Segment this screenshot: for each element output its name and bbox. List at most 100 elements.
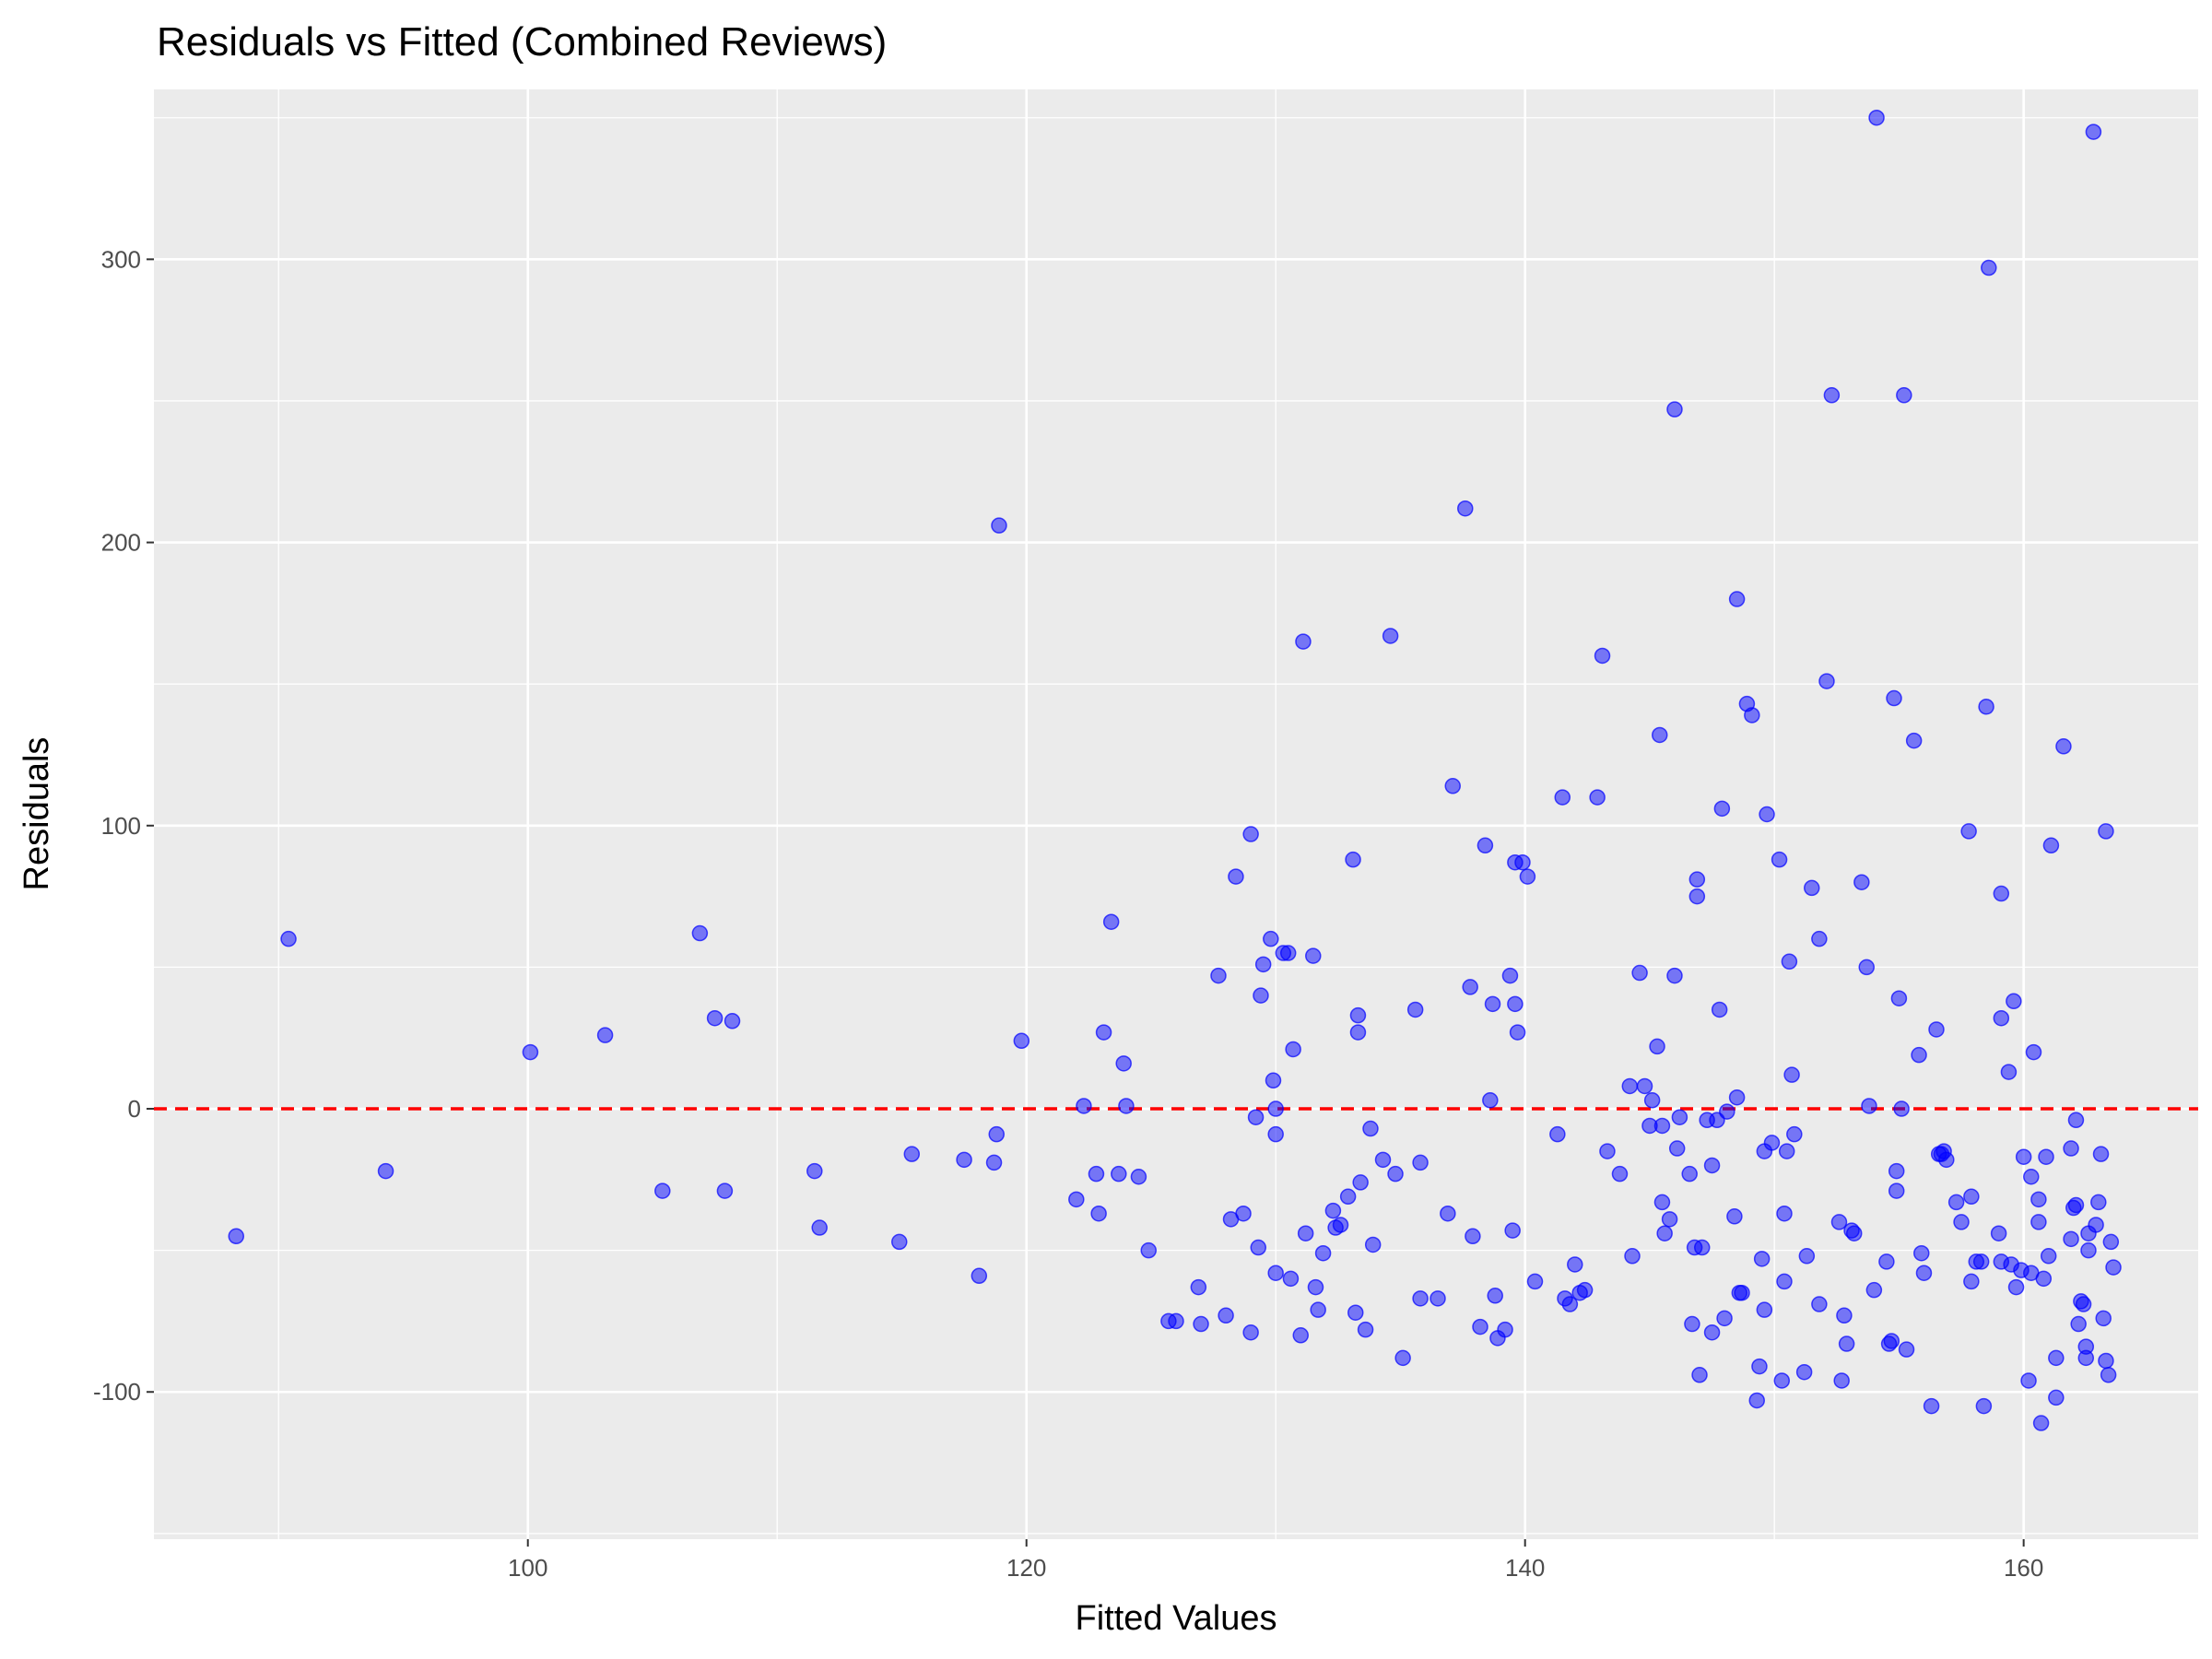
data-point — [724, 1013, 741, 1030]
data-point — [1953, 1214, 1970, 1230]
data-point — [1693, 1239, 1711, 1256]
data-point — [596, 1027, 614, 1043]
data-point — [1990, 1225, 2007, 1241]
data-point — [1561, 1296, 1579, 1312]
y-axis-ticks: -100 0 100 200 300 — [93, 245, 154, 1406]
data-point — [1865, 1281, 1883, 1299]
data-point — [1898, 1341, 1915, 1358]
data-point — [1514, 853, 1531, 871]
data-point — [1430, 1290, 1446, 1307]
data-point — [1374, 1151, 1392, 1169]
minor-gridlines — [154, 89, 2198, 1539]
data-point — [1394, 1349, 1411, 1367]
data-point — [228, 1228, 245, 1245]
data-point — [1477, 837, 1494, 854]
data-point — [1345, 851, 1361, 868]
data-point — [1088, 1165, 1105, 1182]
data-point — [1267, 1125, 1284, 1143]
data-point — [1242, 1324, 1259, 1341]
data-point — [1653, 1194, 1671, 1211]
data-point — [1068, 1191, 1085, 1208]
data-point — [1102, 913, 1120, 930]
data-point — [1858, 959, 1876, 976]
data-point — [1130, 1169, 1147, 1185]
data-point — [1719, 1103, 1735, 1120]
data-points — [228, 109, 2122, 1431]
data-point — [1886, 689, 1902, 707]
y-tick-label: 100 — [101, 812, 141, 840]
data-point — [1339, 1188, 1357, 1206]
data-point — [1140, 1241, 1157, 1259]
data-point — [1357, 1321, 1374, 1338]
data-point — [1773, 1372, 1791, 1389]
data-point — [1507, 995, 1524, 1013]
data-point — [1349, 1006, 1367, 1024]
data-point — [1457, 500, 1474, 517]
data-point — [1893, 1100, 1910, 1117]
data-point — [1913, 1244, 1930, 1262]
data-point — [2088, 1217, 2104, 1233]
data-point — [971, 1267, 988, 1285]
data-point — [1352, 1174, 1369, 1191]
data-point — [1282, 1270, 1300, 1288]
data-point — [1412, 1154, 1429, 1171]
data-point — [1526, 1273, 1544, 1290]
data-point — [1168, 1312, 1184, 1330]
data-point — [1703, 1324, 1721, 1341]
data-point — [1928, 1021, 1945, 1038]
data-point — [1509, 1024, 1526, 1041]
data-point — [1242, 826, 1259, 842]
data-point — [1347, 1304, 1364, 1321]
data-point — [1716, 1310, 1733, 1327]
data-point — [1364, 1236, 1382, 1253]
data-point — [1549, 1125, 1566, 1143]
data-point — [691, 924, 709, 942]
data-point — [1896, 387, 1912, 404]
data-point — [1803, 879, 1820, 897]
data-point — [1253, 987, 1269, 1004]
data-point — [1993, 1009, 2010, 1027]
data-point — [1250, 1239, 1267, 1256]
data-point — [2020, 1372, 2037, 1389]
y-tick-label: 300 — [101, 245, 141, 273]
data-point — [1823, 387, 1841, 404]
data-point — [716, 1182, 734, 1199]
data-point — [2035, 1270, 2053, 1288]
y-tick-label: 200 — [101, 529, 141, 557]
data-point — [1905, 732, 1923, 749]
data-point — [2055, 738, 2072, 755]
data-point — [1836, 1307, 1853, 1324]
data-point — [1589, 789, 1606, 806]
data-point — [1090, 1205, 1107, 1222]
data-point — [2105, 1259, 2122, 1276]
data-point — [2090, 1194, 2107, 1211]
data-point — [1636, 1077, 1653, 1095]
data-point — [1621, 1077, 1639, 1095]
data-point — [1759, 806, 1775, 823]
data-point — [2023, 1169, 2040, 1185]
data-point — [1728, 591, 1746, 607]
data-point — [2030, 1214, 2047, 1230]
data-point — [1776, 1205, 1793, 1222]
y-tick-label: 0 — [128, 1095, 141, 1123]
data-point — [2067, 1196, 2085, 1214]
data-point — [1440, 1205, 1456, 1222]
data-point — [1786, 1125, 1803, 1143]
data-point — [2080, 1241, 2097, 1259]
data-point — [1305, 947, 1322, 964]
data-point — [1013, 1032, 1030, 1050]
data-point — [2007, 1278, 2025, 1296]
data-point — [2098, 823, 2114, 840]
data-point — [1728, 1088, 1746, 1106]
data-point — [522, 1043, 539, 1061]
data-point — [1744, 707, 1760, 724]
data-point — [1382, 628, 1399, 644]
data-point — [1115, 1055, 1132, 1072]
data-point — [1776, 1273, 1793, 1290]
x-tick-label: 160 — [2004, 1554, 2043, 1582]
data-point — [1406, 1001, 1424, 1018]
data-point — [2067, 1112, 2085, 1129]
data-point — [1111, 1165, 1127, 1182]
data-point — [1853, 874, 1870, 890]
data-point — [1691, 1367, 1708, 1383]
